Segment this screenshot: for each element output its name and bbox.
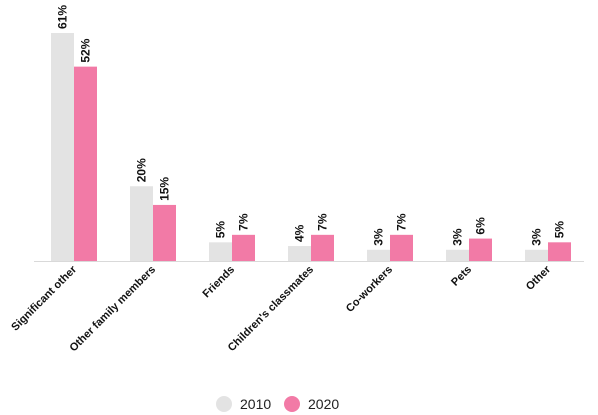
value-label-2010-2: 5% [214, 221, 228, 239]
bar-2010-1 [130, 186, 153, 261]
bars-layer [51, 33, 571, 261]
bar-2020-4 [390, 234, 413, 261]
bar-2020-6 [548, 242, 571, 261]
value-label-2020-3: 7% [316, 213, 330, 231]
bar-2020-0 [74, 66, 97, 261]
bar-2010-4 [367, 249, 390, 261]
value-label-2020-1: 15% [158, 177, 172, 201]
value-label-2020-0: 52% [79, 38, 93, 62]
category-label-5: Pets [449, 264, 474, 289]
value-label-2010-3: 4% [293, 224, 307, 242]
legend: 2010 2020 [216, 396, 339, 412]
bar-2010-2 [209, 242, 232, 261]
value-labels-layer: 61% 52% 20% 15% 5% 7% 4% 7% 3% 7% 3% 6% 3% 5% [56, 5, 567, 246]
bar-2020-5 [469, 238, 492, 261]
bar-2010-0 [51, 33, 74, 261]
bar-2020-1 [153, 204, 176, 261]
value-label-2010-5: 3% [451, 228, 465, 246]
value-label-2020-2: 7% [237, 213, 251, 231]
bar-2010-5 [446, 249, 469, 261]
category-label-0: Significant other [9, 263, 79, 333]
value-label-2010-4: 3% [372, 228, 386, 246]
value-label-2020-4: 7% [395, 213, 409, 231]
bar-2020-2 [232, 234, 255, 261]
value-label-2020-5: 6% [474, 217, 488, 235]
legend-label-2010: 2010 [240, 396, 271, 412]
bar-2020-3 [311, 234, 334, 261]
category-label-4: Co-workers [344, 264, 395, 315]
value-label-2020-6: 5% [553, 221, 567, 239]
value-label-2010-0: 61% [56, 5, 70, 29]
legend-swatch-2020 [284, 396, 300, 412]
category-label-1: Other family members [68, 264, 159, 355]
legend-swatch-2010 [216, 396, 232, 412]
bar-2010-3 [288, 246, 311, 261]
value-label-2010-6: 3% [530, 228, 544, 246]
category-label-2: Friends [201, 264, 238, 301]
category-label-6: Other [524, 263, 554, 293]
legend-label-2020: 2020 [308, 396, 339, 412]
category-label-3: Children's classmates [226, 264, 316, 354]
bar-2010-6 [525, 249, 548, 261]
value-label-2010-1: 20% [135, 158, 149, 182]
